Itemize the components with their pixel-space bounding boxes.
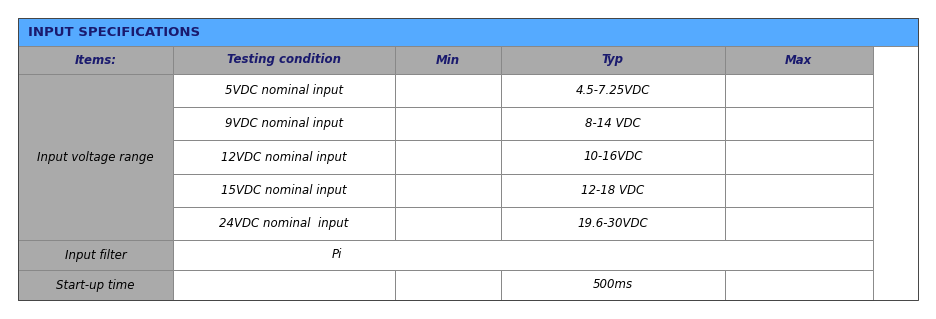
Text: Input filter: Input filter — [65, 249, 126, 262]
Text: Max: Max — [785, 54, 812, 66]
Bar — [502, 46, 724, 74]
Bar — [502, 140, 724, 174]
Bar — [502, 74, 724, 107]
Bar — [395, 46, 502, 74]
Bar — [173, 46, 395, 74]
Bar — [502, 207, 724, 240]
Bar — [395, 207, 502, 240]
Bar — [173, 270, 395, 300]
Bar — [724, 270, 873, 300]
Bar — [724, 207, 873, 240]
Bar — [724, 74, 873, 107]
Bar — [395, 174, 502, 207]
Bar — [502, 270, 724, 300]
Bar — [724, 107, 873, 140]
Bar — [18, 270, 173, 300]
Bar — [724, 174, 873, 207]
Text: Typ: Typ — [602, 54, 624, 66]
Bar — [173, 74, 395, 107]
Bar — [173, 140, 395, 174]
Text: Start-up time: Start-up time — [56, 278, 135, 292]
Text: 10-16VDC: 10-16VDC — [583, 151, 643, 164]
Bar — [502, 174, 724, 207]
Bar — [18, 240, 173, 270]
Text: Items:: Items: — [74, 54, 116, 66]
Bar — [395, 107, 502, 140]
Text: 500ms: 500ms — [592, 278, 633, 292]
Text: 9VDC nominal input: 9VDC nominal input — [225, 117, 343, 130]
Bar — [18, 18, 918, 46]
Bar — [502, 107, 724, 140]
Text: 12-18 VDC: 12-18 VDC — [581, 184, 645, 197]
Bar — [395, 74, 502, 107]
Text: 24VDC nominal  input: 24VDC nominal input — [219, 217, 348, 230]
Bar — [395, 140, 502, 174]
Text: 5VDC nominal input: 5VDC nominal input — [225, 84, 343, 97]
Bar — [173, 240, 873, 270]
Text: Testing condition: Testing condition — [227, 54, 341, 66]
Text: 15VDC nominal input: 15VDC nominal input — [221, 184, 346, 197]
Text: Pi: Pi — [332, 249, 343, 262]
Text: Min: Min — [436, 54, 461, 66]
Bar — [173, 107, 395, 140]
Bar — [395, 270, 502, 300]
Text: 4.5-7.25VDC: 4.5-7.25VDC — [576, 84, 651, 97]
Text: 19.6-30VDC: 19.6-30VDC — [578, 217, 649, 230]
Text: INPUT SPECIFICATIONS: INPUT SPECIFICATIONS — [28, 26, 200, 39]
Bar — [18, 74, 173, 240]
Bar — [724, 140, 873, 174]
Bar — [173, 174, 395, 207]
Bar — [18, 46, 173, 74]
Bar — [724, 46, 873, 74]
Text: 12VDC nominal input: 12VDC nominal input — [221, 151, 346, 164]
Bar — [173, 207, 395, 240]
Bar — [18, 18, 918, 300]
Text: 8-14 VDC: 8-14 VDC — [585, 117, 641, 130]
Text: Input voltage range: Input voltage range — [37, 151, 154, 164]
